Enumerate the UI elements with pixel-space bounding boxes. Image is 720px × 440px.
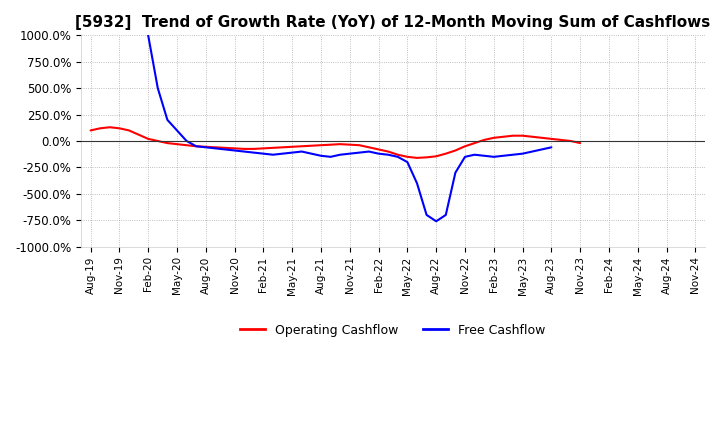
Legend: Operating Cashflow, Free Cashflow: Operating Cashflow, Free Cashflow xyxy=(235,319,551,342)
Title: [5932]  Trend of Growth Rate (YoY) of 12-Month Moving Sum of Cashflows: [5932] Trend of Growth Rate (YoY) of 12-… xyxy=(76,15,711,30)
